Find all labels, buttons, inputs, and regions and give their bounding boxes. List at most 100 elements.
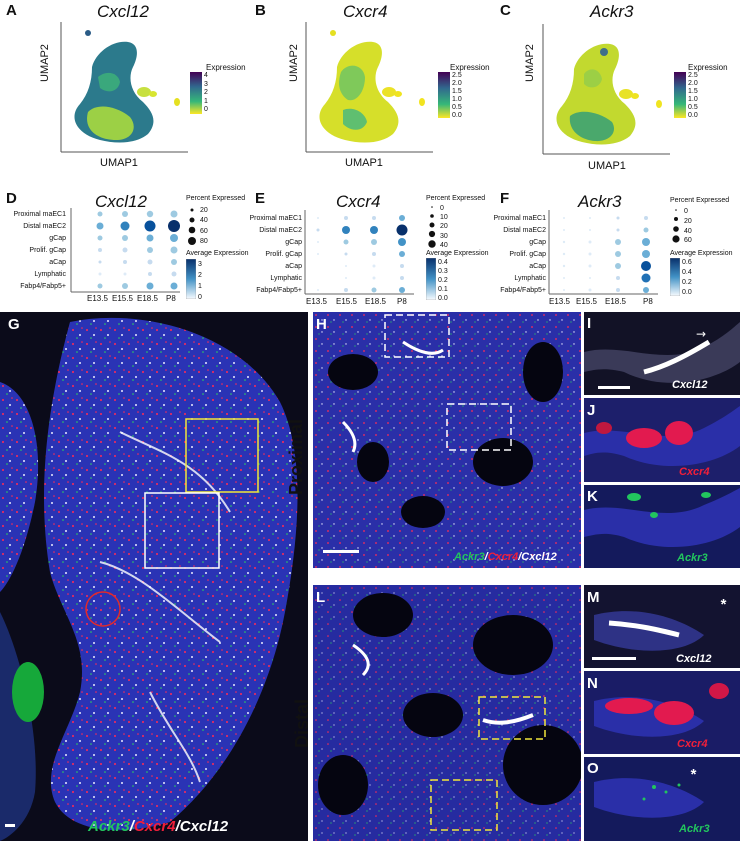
row-label: Distal maEC2 xyxy=(23,223,66,230)
row-label: Lymphatic xyxy=(34,271,66,278)
tick: 60 xyxy=(200,227,208,235)
micrograph-n xyxy=(584,671,740,754)
dotplot-f-size-legend xyxy=(672,209,680,243)
row-label: gCap xyxy=(49,235,66,242)
row-label: Prolif. gCap xyxy=(29,247,66,254)
tick: 0.4 xyxy=(438,259,448,266)
tissue-m xyxy=(584,585,740,668)
panel-label-c: C xyxy=(500,2,511,19)
tick: 0 xyxy=(684,208,688,215)
umap-c-plot xyxy=(542,24,670,155)
legend-cxcl12: Cxcl12 xyxy=(521,551,557,563)
panel-label-k: K xyxy=(587,488,598,505)
panel-label-l: L xyxy=(316,589,326,606)
umap-b-colorbar xyxy=(438,72,450,118)
umap-c-title: Ackr3 xyxy=(590,2,634,21)
tissue-k xyxy=(584,485,740,568)
tissue-o xyxy=(584,757,740,841)
umap-a-title: Cxcl12 xyxy=(97,2,149,21)
panel-label-i: I xyxy=(587,315,592,332)
dotplot-f-pct-title: Percent Expressed xyxy=(670,197,730,204)
row-label: gCap xyxy=(529,239,546,246)
n-caption: Cxcr4 xyxy=(677,738,708,750)
legend-ackr3: Ackr3 xyxy=(454,551,485,563)
row-label: Lymphatic xyxy=(514,275,546,282)
tissue-l xyxy=(313,585,581,841)
tick: 3 xyxy=(204,80,208,88)
col-label: P8 xyxy=(643,297,653,306)
tick: 60 xyxy=(684,237,692,245)
tick: 0 xyxy=(440,205,444,212)
panel-label-o: O xyxy=(587,760,599,777)
legend-sep: / xyxy=(175,818,180,835)
col-label: E18.5 xyxy=(605,297,626,306)
row-label: Lymphatic xyxy=(270,275,302,282)
o-caption: Ackr3 xyxy=(679,823,710,835)
panel-label-f: F xyxy=(500,190,510,207)
tick: 2.5 xyxy=(688,72,698,79)
umap-a-ylabel: UMAP2 xyxy=(39,44,51,82)
row-label: Distal maEC2 xyxy=(259,227,302,234)
umap-c-colorbar xyxy=(674,72,686,118)
dotplot-d-title: Cxcl12 xyxy=(95,192,147,211)
col-label: P8 xyxy=(166,294,176,303)
row-label: Prolif. gCap xyxy=(509,251,546,258)
panel-label-b: B xyxy=(255,2,266,19)
col-label: E18.5 xyxy=(137,294,158,303)
tissue-g xyxy=(0,317,298,841)
micrograph-i: → xyxy=(584,312,740,395)
dotplot-d-size-legend xyxy=(188,208,196,245)
umap-c-ylabel: UMAP2 xyxy=(524,44,536,82)
row-label: Proximal maEC1 xyxy=(493,215,546,222)
row-label: Proximal maEC1 xyxy=(13,211,66,218)
tick: 0.2 xyxy=(438,277,448,284)
umap-b-plot xyxy=(305,22,433,153)
umap-b-ticks: 2.5 2.0 1.5 1.0 0.5 0.0 xyxy=(452,72,462,120)
tick: 2.5 xyxy=(452,72,462,79)
legend-cxcr4: Cxcr4 xyxy=(133,818,176,835)
row-label: Prolif. gCap xyxy=(265,251,302,258)
legend-cxcr4: Cxcr4 xyxy=(487,551,519,563)
umap-b-ylabel: UMAP2 xyxy=(288,44,300,82)
umap-a-colorbar xyxy=(190,72,202,114)
row-label: aCap xyxy=(529,263,546,270)
tick: 0.4 xyxy=(682,269,692,276)
tick: 0.3 xyxy=(438,268,448,275)
row-label: Fabp4/Fabp5+ xyxy=(20,283,66,290)
dotplot-e-pct-title: Percent Expressed xyxy=(426,195,486,202)
tick: 0.0 xyxy=(452,112,462,119)
tick: 0.0 xyxy=(688,112,698,119)
umap-b-xlabel: UMAP1 xyxy=(345,157,383,169)
tick: 1 xyxy=(204,97,208,105)
legend-sep: / xyxy=(518,551,522,563)
umap-a-ticks: 4 3 2 1 0 xyxy=(204,72,208,115)
umap-b-title: Cxcr4 xyxy=(343,2,388,21)
tick: 1.5 xyxy=(688,88,698,95)
umap-a-legend-title: Expression xyxy=(206,63,246,72)
tick: 0.2 xyxy=(682,279,692,286)
dotplot-d-avg-title: Average Expression xyxy=(186,250,249,257)
i-caption: Cxcl12 xyxy=(672,379,708,391)
row-label: gCap xyxy=(285,239,302,246)
dotplot-f-pct-ticks: 0 20 40 60 xyxy=(684,207,692,246)
tick: 2 xyxy=(204,89,208,96)
tick: 4 xyxy=(204,72,208,79)
tick: 1 xyxy=(198,283,202,290)
col-label: E18.5 xyxy=(365,297,386,306)
umap-c-legend-title: Expression xyxy=(688,63,728,72)
panel-label-m: M xyxy=(587,589,600,606)
region-label-distal: Distal xyxy=(292,698,312,748)
m-caption: Cxcl12 xyxy=(676,653,712,665)
tick: 0.1 xyxy=(438,286,448,293)
micrograph-j xyxy=(584,398,740,482)
tissue-j xyxy=(584,398,740,482)
row-label: Proximal maEC1 xyxy=(249,215,302,222)
umap-c-xlabel: UMAP1 xyxy=(588,160,626,172)
tick: 0.6 xyxy=(682,259,692,266)
legend-sep: / xyxy=(129,818,134,835)
row-label: aCap xyxy=(285,263,302,270)
svg-text:→: → xyxy=(696,327,706,341)
dotplot-d-pct-title: Percent Expressed xyxy=(186,195,246,202)
row-label: Distal maEC2 xyxy=(503,227,546,234)
panel-label-n: N xyxy=(587,675,598,692)
